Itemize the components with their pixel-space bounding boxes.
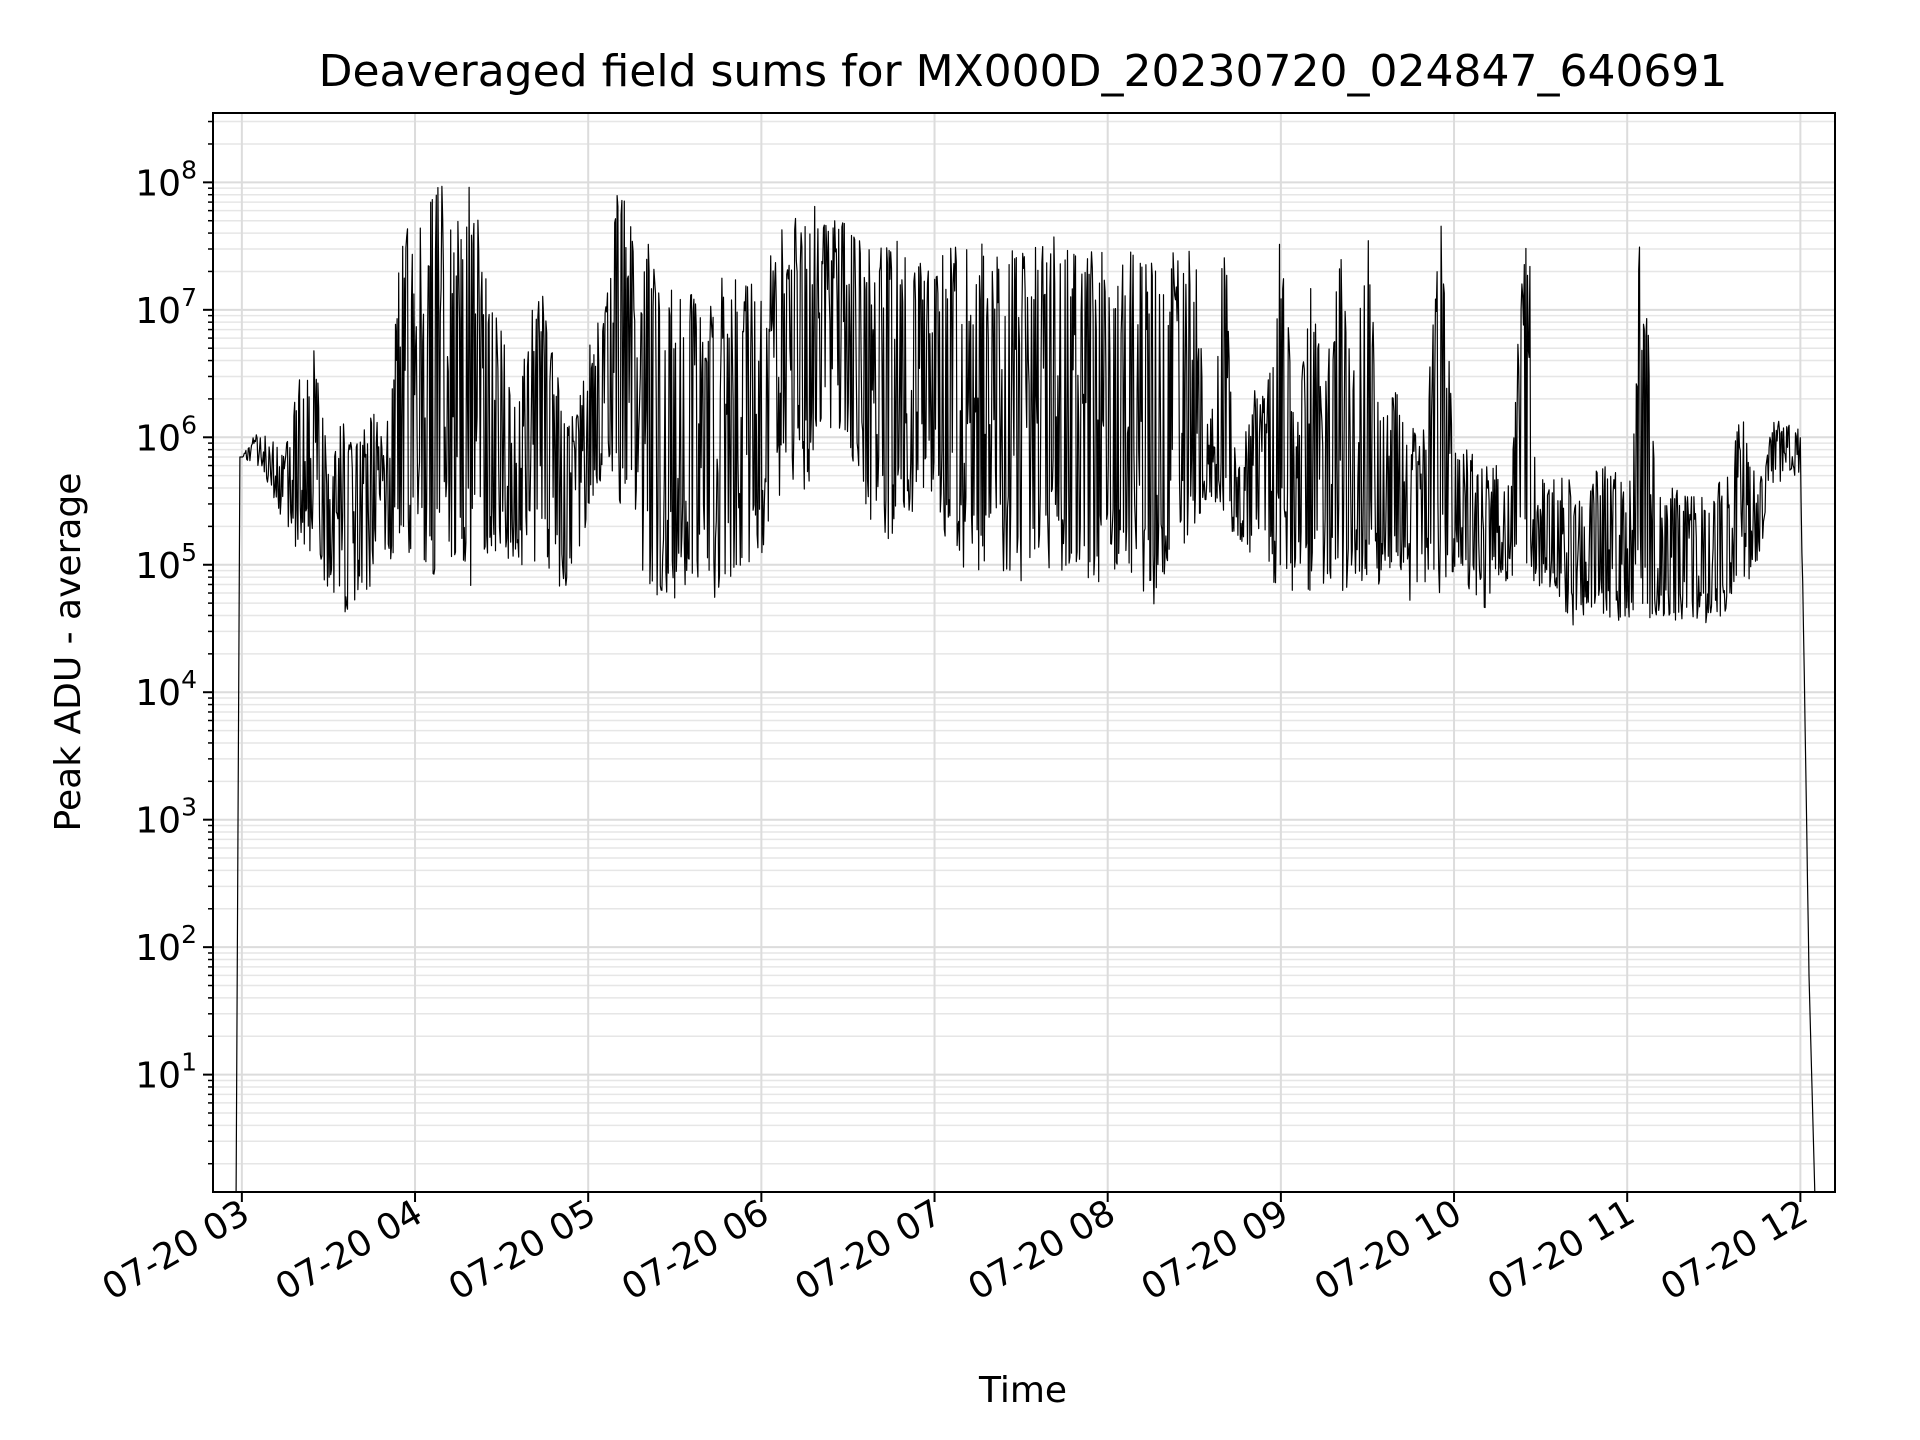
- y-tick-label: 104: [135, 665, 197, 714]
- series-line: [235, 185, 1816, 1193]
- y-tick-label: 106: [135, 410, 197, 459]
- y-tick-label: 102: [135, 920, 197, 969]
- grid-layer: [213, 113, 1835, 1192]
- y-axis-label: Peak ADU - average: [48, 473, 89, 832]
- y-tick-label: 105: [135, 538, 197, 587]
- y-tick-label: 108: [135, 155, 197, 204]
- plot-frame: [212, 112, 1836, 1193]
- y-tick-label: 103: [135, 793, 197, 842]
- chart-title: Deaveraged field sums for MX000D_2023072…: [319, 46, 1728, 97]
- x-axis-label: Time: [978, 1370, 1067, 1411]
- data-layer: [235, 185, 1816, 1193]
- y-tick-label: 101: [135, 1048, 197, 1097]
- y-tick-label: 107: [135, 283, 197, 332]
